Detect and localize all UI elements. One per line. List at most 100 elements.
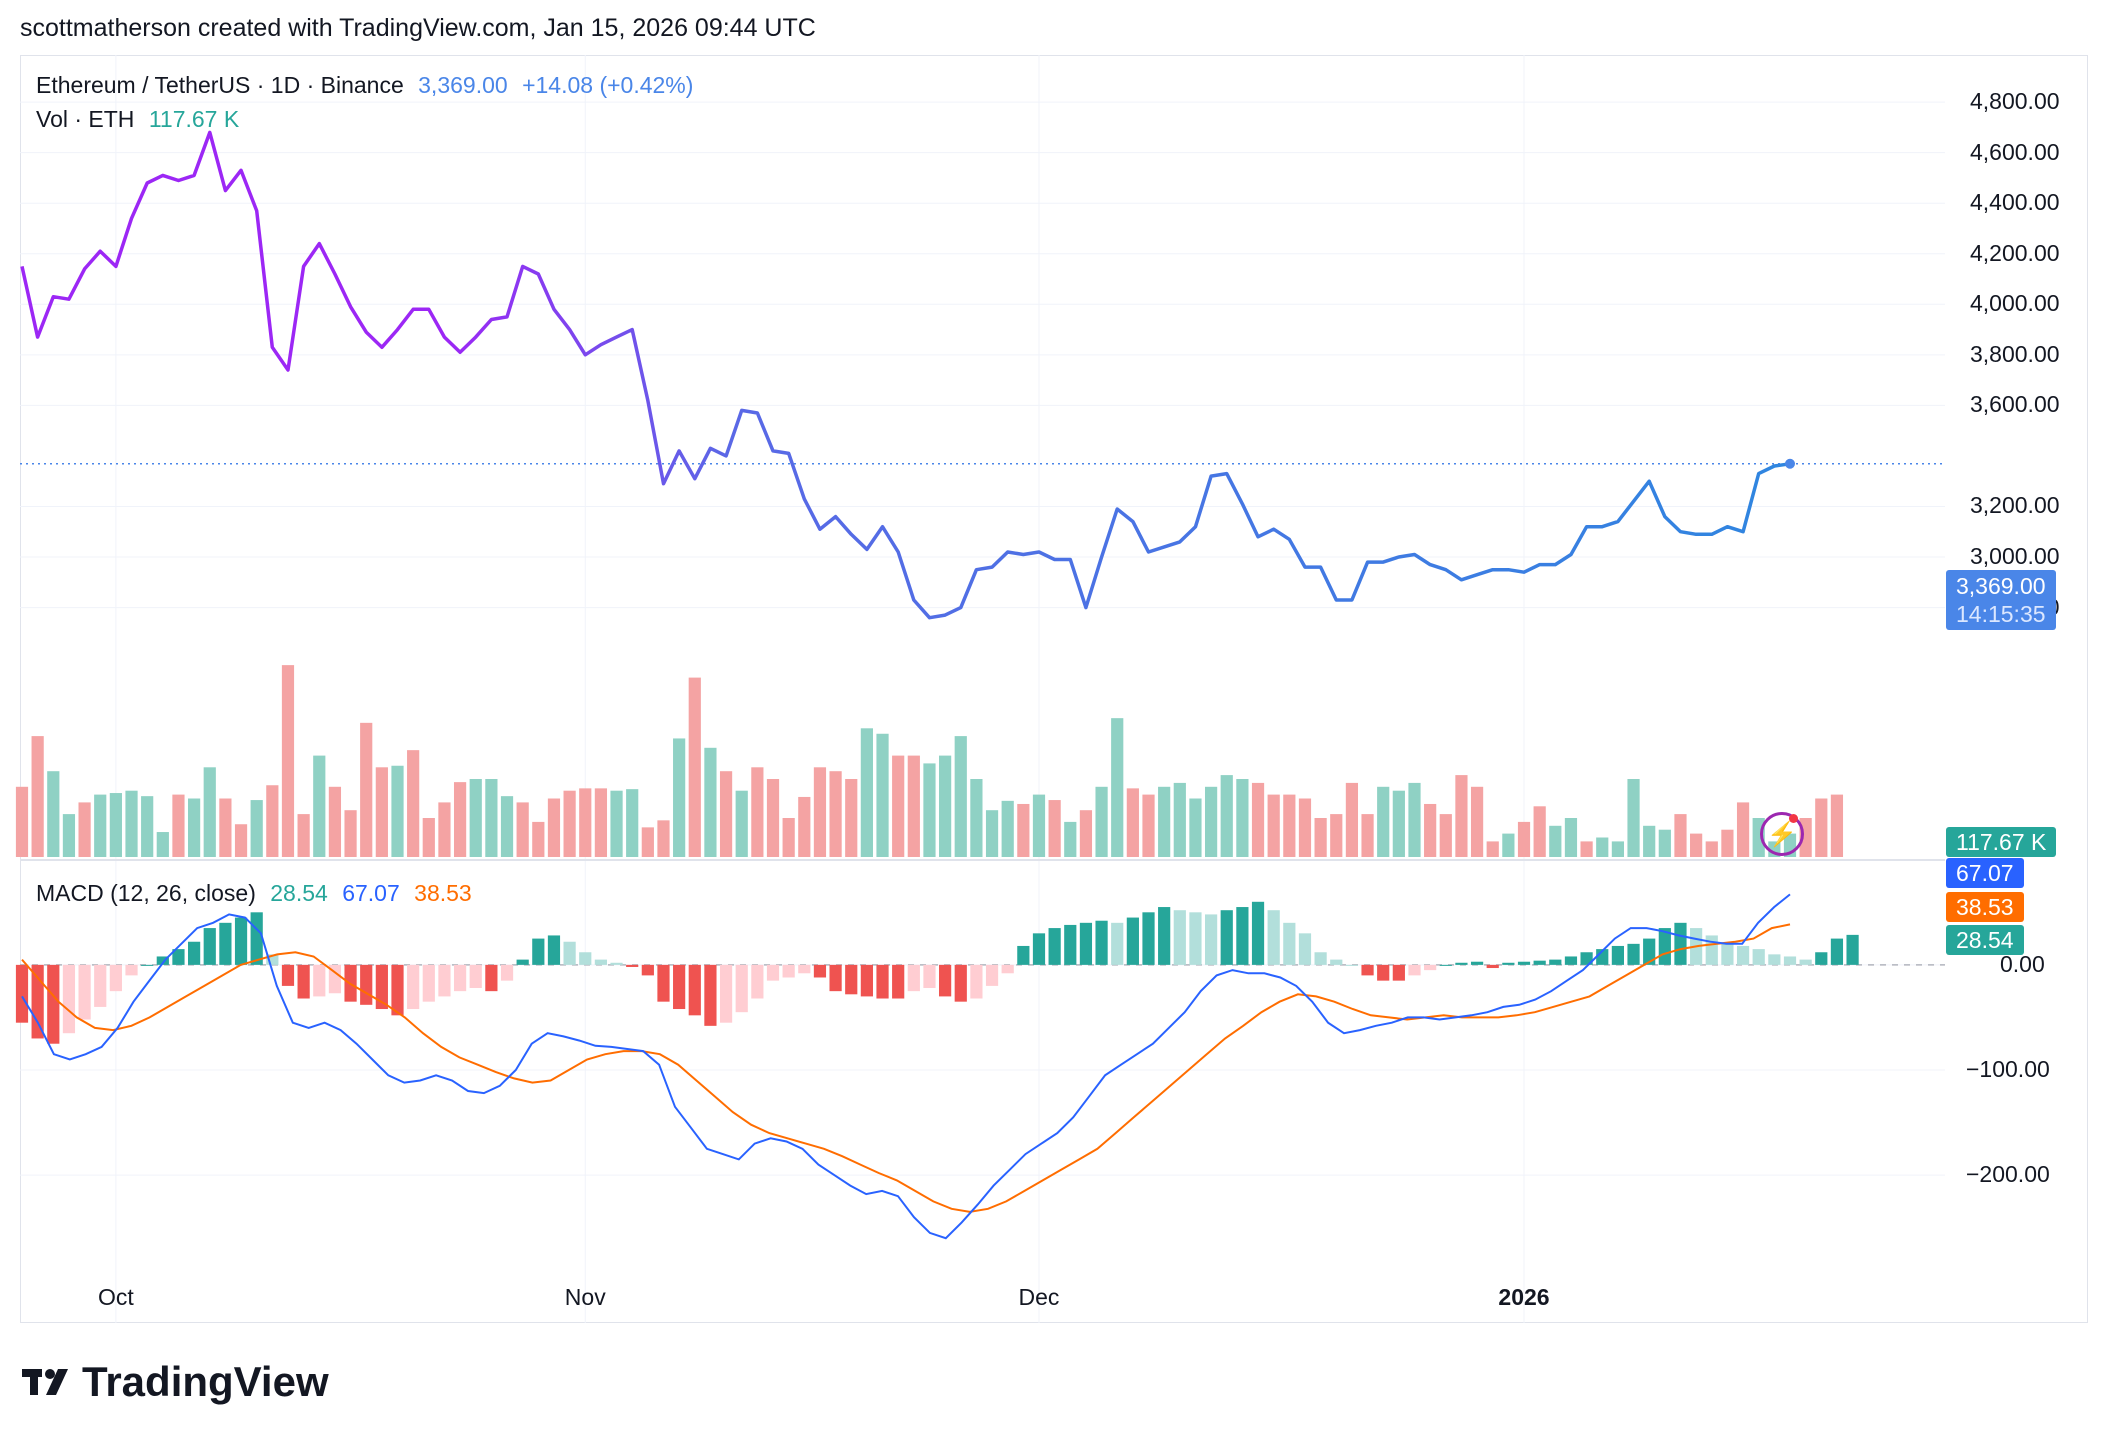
histogram-bar [1643,938,1656,965]
tradingview-logo[interactable]: TradingView [22,1358,329,1406]
volume-bar [1298,798,1312,857]
volume-bar [375,767,388,857]
histogram-bar [1768,954,1781,965]
symbol-name: Ethereum / TetherUS · 1D · Binance [36,72,404,98]
histogram-bar [1048,928,1061,965]
volume-bars [15,665,1844,857]
histogram-bar [1314,952,1327,965]
histogram-bar [1580,952,1593,965]
volume-bar [657,820,670,857]
histogram-bar [375,964,388,1010]
volume-bar [1580,841,1593,857]
volume-bar [547,798,561,857]
histogram-bar [532,938,545,965]
volume-bar [1032,794,1046,857]
histogram-bar [313,964,326,997]
volume-bar [939,755,952,857]
histogram-bar [219,922,232,965]
volume-bar [719,771,733,857]
histogram-bar [1783,956,1797,965]
histogram-bar [172,949,185,965]
volume-bar [1549,825,1562,857]
macd-axis-label: −200.00 [1966,1161,2050,1188]
volume-bar [360,722,373,857]
histogram-bar [281,964,295,986]
histogram-bar [266,954,279,965]
chart-lines [20,130,1795,1240]
price-axis-label: 4,400.00 [1970,189,2060,216]
histogram-bar [970,964,983,999]
volume-bar [219,798,232,857]
price-tag-value: 3,369.00 [1956,573,2046,599]
notification-dot-icon [1789,814,1798,823]
volume-legend[interactable]: Vol · ETH 117.67 K [36,106,247,133]
volume-bar [688,677,701,857]
volume-bar [1830,794,1844,857]
volume-bar [1611,841,1624,857]
volume-bar [281,665,295,857]
volume-bar [923,763,936,857]
volume-bar [766,779,780,857]
volume-bar [328,786,342,857]
volume-bar [970,779,983,857]
histogram-bar [125,964,138,976]
macd-line-tag: 67.07 [1946,858,2024,888]
volume-bar [500,796,514,857]
histogram-bar [1283,922,1296,965]
histogram-bar [1611,945,1624,965]
volume-bar [1330,814,1343,857]
volume-bar [313,755,326,857]
histogram-bar [845,964,858,995]
histogram-bar [985,964,999,986]
histogram-bar [1752,949,1765,965]
volume-bar [704,747,717,857]
histogram-bar [1564,956,1578,965]
histogram-bar [657,964,670,1002]
volume-bar [156,832,169,857]
histogram-bar [860,964,873,997]
volume-bar [1377,786,1390,857]
volume-bar [954,736,967,857]
lightning-icon[interactable]: ⚡ [1760,812,1804,856]
price-axis-label: 3,000.00 [1970,543,2060,570]
volume-bar [31,736,44,857]
volume-bar [78,802,91,857]
volume-bar [1815,798,1828,857]
histogram-bar [954,964,967,1002]
histogram-bar [579,952,592,965]
histogram-bar [453,964,467,992]
price-axis-label: 4,000.00 [1970,290,2060,317]
histogram-bar [782,964,795,978]
histogram-bar [203,928,216,965]
volume-bar [610,790,623,857]
volume-bar [1064,821,1077,857]
volume-bar [1392,790,1405,857]
histogram-bar [1330,959,1343,965]
price-axis-label: 3,600.00 [1970,391,2060,418]
macd-line [21,893,1791,1240]
macd-legend[interactable]: MACD (12, 26, close) 28.54 67.07 38.53 [36,880,480,907]
volume-bar [532,821,545,857]
histogram-bar [250,912,263,965]
volume-bar [641,827,654,857]
histogram-bar [1799,959,1812,965]
histogram-bar [547,935,561,965]
last-price-dot [1785,458,1795,469]
volume-bar [1486,841,1499,857]
histogram-bar [469,964,482,988]
volume-bar [829,771,842,857]
histogram-bar [688,964,701,1016]
volume-bar [892,755,905,857]
symbol-legend[interactable]: Ethereum / TetherUS · 1D · Binance 3,369… [36,72,701,99]
histogram-bar [500,964,514,981]
histogram-bar [78,964,91,1020]
histogram-bar [876,964,889,999]
volume-bar [109,793,122,857]
histogram-bar [1533,960,1546,965]
volume-bar [1564,818,1578,857]
volume-bar [234,824,248,857]
volume-bar [579,788,592,857]
volume-bar [1158,786,1171,857]
volume-bar [1517,821,1531,857]
